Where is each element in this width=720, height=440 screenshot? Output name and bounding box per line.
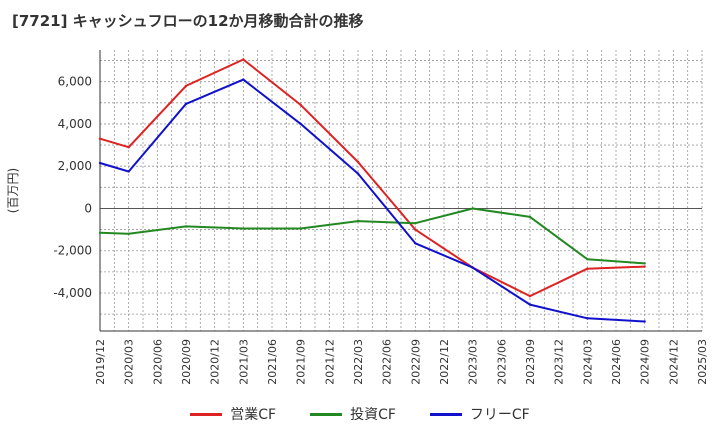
x-tick-label: 2021/09 (295, 339, 308, 385)
x-tick-label: 2023/06 (495, 339, 508, 385)
data-point (242, 227, 245, 230)
legend-item-operating-cf: 営業CF (190, 404, 276, 424)
x-tick-label: 2024/09 (639, 339, 652, 385)
data-point (242, 78, 245, 81)
x-tick-label: 2022/06 (381, 339, 394, 385)
x-tick-label: 2019/12 (94, 339, 107, 385)
data-point (127, 145, 130, 149)
data-point (184, 102, 188, 106)
y-tick-label: 0 (84, 201, 92, 215)
data-point (356, 219, 360, 223)
x-tick-label: 2023/09 (524, 339, 537, 385)
data-point (98, 231, 102, 234)
legend-swatch-free-cf (429, 412, 462, 416)
data-point (643, 320, 646, 323)
x-tick-label: 2025/03 (696, 339, 709, 385)
x-tick-label: 2023/03 (467, 339, 480, 385)
data-point (586, 267, 589, 270)
data-point (586, 317, 589, 320)
x-tick-label: 2020/03 (123, 339, 136, 385)
x-tick-label: 2024/03 (581, 339, 594, 385)
x-tick-label: 2021/03 (237, 339, 250, 385)
y-axis-label: (百万円) (6, 168, 20, 213)
x-tick-label: 2024/06 (610, 339, 623, 385)
x-tick-label: 2022/03 (352, 339, 365, 385)
legend: 営業CF 投資CF フリーCF (0, 404, 720, 424)
data-point (471, 207, 474, 210)
chart-title: [7721] キャッシュフローの12か月移動合計の推移 (12, 12, 364, 30)
data-point (127, 170, 130, 173)
data-point (643, 265, 646, 268)
data-point (528, 215, 532, 219)
data-point (414, 222, 417, 225)
data-point (98, 137, 102, 140)
x-tick-label: 2020/12 (209, 339, 222, 385)
x-tick-label: 2023/12 (553, 339, 566, 385)
x-tick-label: 2022/12 (438, 339, 451, 385)
data-point (127, 232, 130, 236)
data-point (299, 122, 302, 126)
data-point (586, 257, 589, 261)
legend-label-free-cf: フリーCF (469, 407, 530, 423)
legend-item-investing-cf: 投資CF (310, 404, 396, 424)
data-point (299, 227, 302, 230)
legend-item-free-cf: フリーCF (429, 404, 530, 424)
x-tick-label: 2020/09 (180, 339, 193, 385)
data-point (414, 242, 417, 245)
data-point (471, 266, 474, 269)
data-point (184, 84, 188, 88)
x-tick-label: 2021/06 (266, 339, 279, 385)
y-tick-label: 2,000 (58, 159, 92, 173)
data-point (414, 228, 417, 231)
legend-label-operating-cf: 営業CF (230, 407, 277, 423)
legend-swatch-operating-cf (190, 412, 223, 416)
data-point (643, 262, 646, 265)
data-point (356, 172, 360, 175)
data-point (184, 225, 188, 228)
data-point (299, 103, 302, 107)
y-tick-label: -2,000 (53, 244, 92, 258)
legend-swatch-investing-cf (310, 412, 343, 416)
data-point (242, 58, 245, 61)
data-point (528, 294, 532, 298)
data-point (98, 161, 102, 165)
x-tick-label: 2021/12 (323, 339, 336, 385)
data-point (356, 160, 360, 164)
y-tick-label: -4,000 (53, 286, 92, 300)
y-tick-label: 6,000 (58, 75, 92, 89)
data-point (528, 303, 532, 306)
x-tick-label: 2020/06 (151, 339, 164, 385)
y-tick-label: 4,000 (58, 117, 92, 131)
legend-label-investing-cf: 投資CF (350, 407, 396, 423)
x-tick-label: 2022/09 (409, 339, 422, 385)
x-tick-label: 2024/12 (667, 339, 680, 385)
